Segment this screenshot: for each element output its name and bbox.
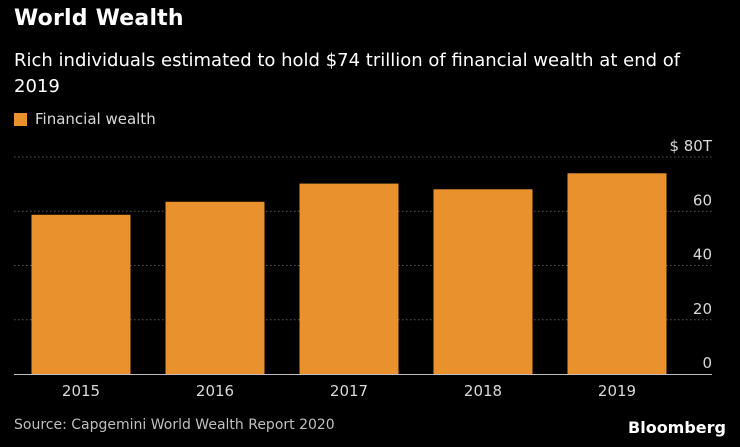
y-tick-label: $ 80T [669, 137, 712, 155]
bar-2018 [433, 189, 533, 374]
x-tick-label: 2019 [598, 382, 636, 400]
legend: Financial wealth [14, 110, 156, 128]
y-tick-label: 40 [693, 246, 712, 264]
bar-2017 [299, 183, 399, 374]
x-tick-label: 2017 [330, 382, 368, 400]
y-tick-label: 0 [702, 354, 712, 372]
y-tick-label: 60 [693, 191, 712, 209]
bar-2016 [165, 201, 265, 374]
bar-2015 [31, 214, 131, 374]
chart-subtitle: Rich individuals estimated to hold $74 t… [14, 50, 681, 97]
y-tick-label: 20 [693, 300, 712, 318]
source-note: Source: Capgemini World Wealth Report 20… [14, 417, 335, 433]
x-tick-label: 2018 [464, 382, 502, 400]
legend-label: Financial wealth [35, 110, 156, 128]
x-tick-label: 2015 [62, 382, 100, 400]
x-tick-label: 2016 [196, 382, 234, 400]
legend-swatch [14, 112, 27, 126]
bar-2019 [567, 173, 667, 374]
bloomberg-logo: Bloomberg [628, 418, 726, 437]
chart-title: World Wealth [14, 6, 184, 31]
